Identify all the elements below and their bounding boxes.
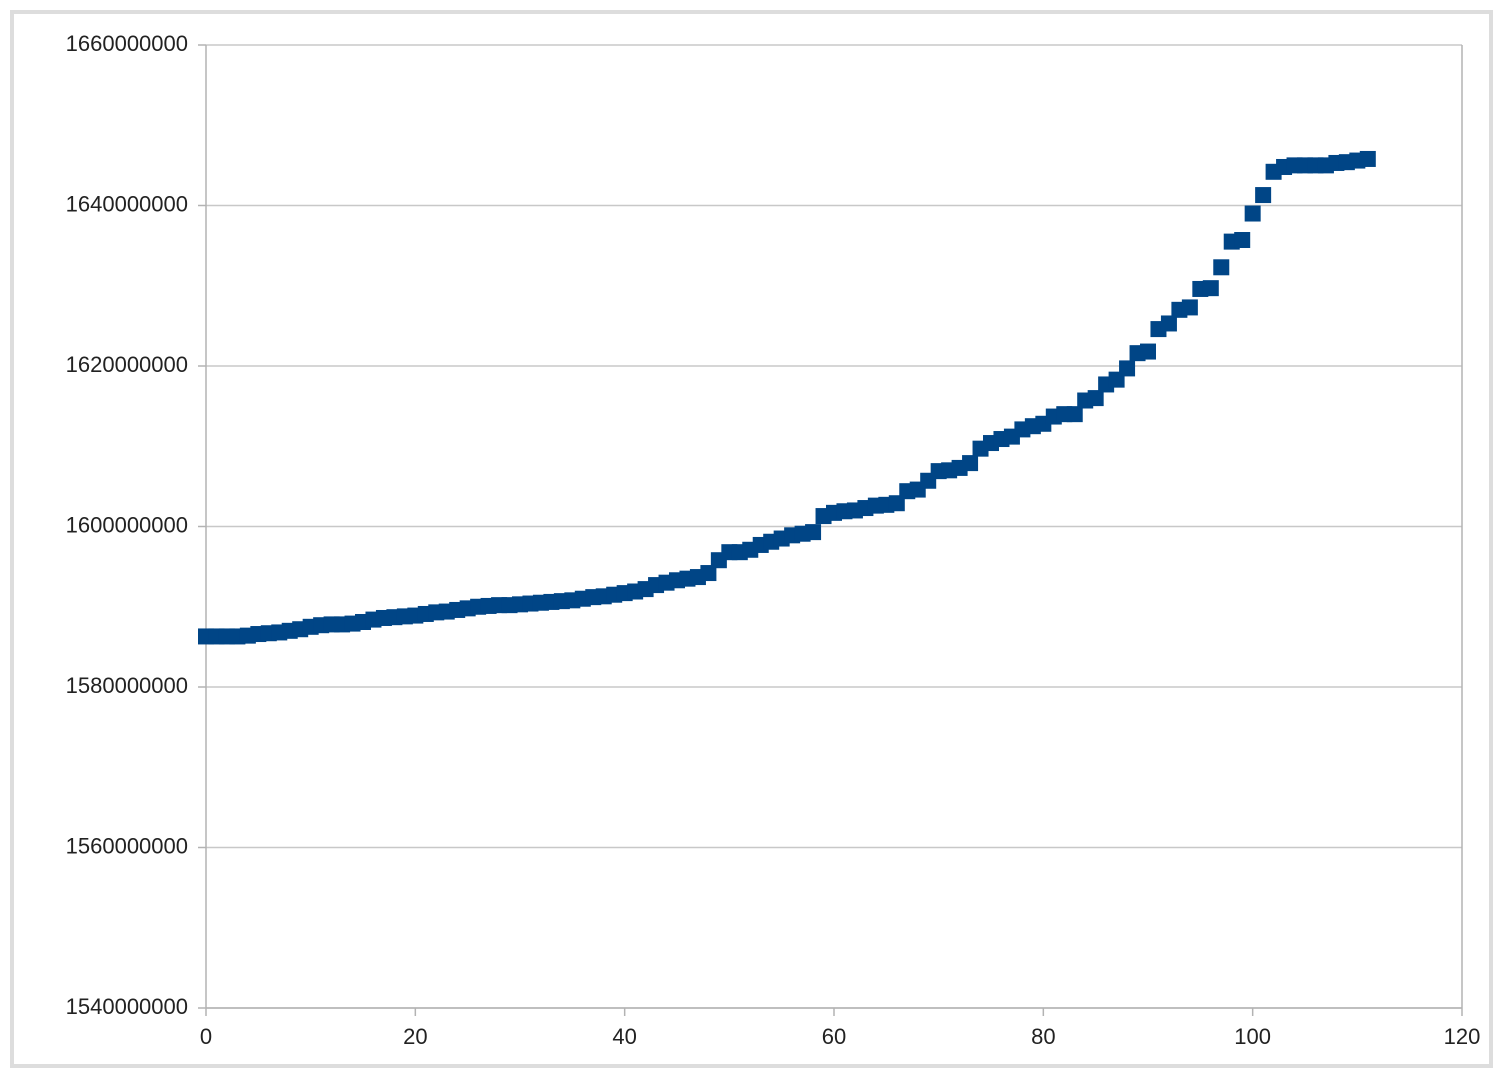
y-tick-label: 1580000000 bbox=[66, 673, 188, 698]
marker bbox=[1140, 343, 1156, 360]
y-tick-label: 1600000000 bbox=[66, 512, 188, 537]
marker bbox=[1359, 150, 1376, 167]
marker bbox=[1066, 406, 1083, 423]
x-tick-label: 0 bbox=[200, 1024, 212, 1049]
x-tick-label: 80 bbox=[1031, 1024, 1055, 1049]
marker bbox=[1234, 232, 1251, 249]
marker bbox=[1213, 259, 1230, 276]
marker bbox=[1181, 299, 1198, 316]
x-tick-label: 20 bbox=[403, 1024, 427, 1049]
y-tick-label: 1620000000 bbox=[66, 352, 188, 377]
x-tick-label: 60 bbox=[822, 1024, 846, 1049]
y-tick-label: 1660000000 bbox=[66, 31, 188, 56]
y-tick-label: 1560000000 bbox=[66, 833, 188, 858]
x-tick-label: 100 bbox=[1234, 1024, 1271, 1049]
marker bbox=[1202, 280, 1219, 297]
marker bbox=[1160, 315, 1177, 332]
y-tick-label: 1540000000 bbox=[66, 994, 188, 1019]
x-tick-label: 120 bbox=[1444, 1024, 1481, 1049]
x-tick-label: 40 bbox=[612, 1024, 636, 1049]
chart-frame bbox=[10, 10, 1493, 1068]
marker bbox=[805, 524, 822, 541]
marker bbox=[1244, 205, 1261, 222]
marker bbox=[700, 565, 717, 582]
marker bbox=[1119, 360, 1136, 377]
marker bbox=[962, 455, 979, 472]
marker bbox=[1255, 187, 1272, 204]
y-tick-label: 1640000000 bbox=[66, 191, 188, 216]
marker bbox=[1087, 390, 1104, 407]
marker bbox=[888, 495, 905, 512]
